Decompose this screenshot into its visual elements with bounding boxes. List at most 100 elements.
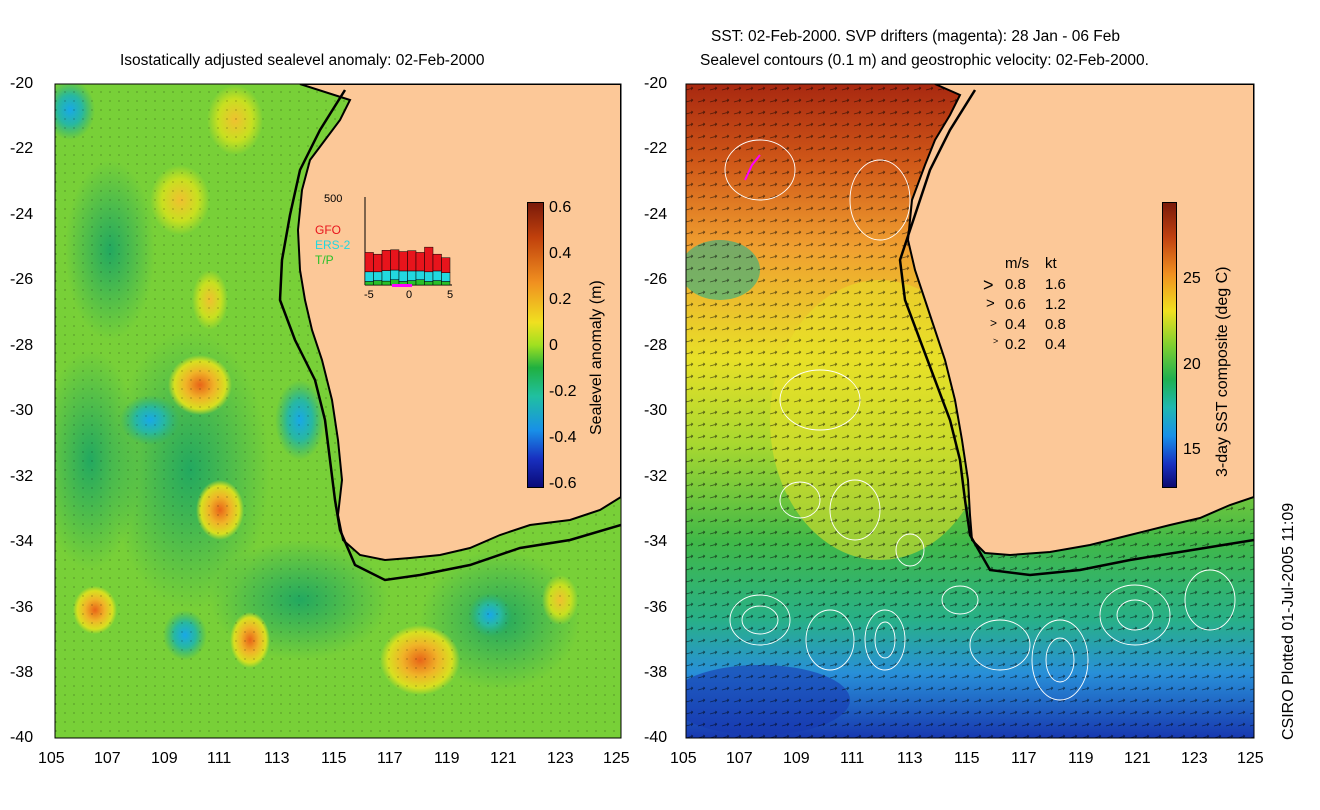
right-map	[685, 83, 1255, 739]
x-tick-label: 121	[1124, 750, 1151, 767]
x-tick-label: 111	[207, 750, 232, 767]
plot-credit: CSIRO Plotted 01-Jul-2005 11:09	[1280, 502, 1297, 740]
y-tick-label: -22	[10, 140, 34, 157]
y-tick-label: -32	[644, 468, 668, 485]
x-tick-label: 123	[1181, 750, 1208, 767]
inset-bar-ers	[390, 269, 400, 280]
colorbar-tick: -0.2	[549, 383, 577, 400]
velocity-arrow-icon: >	[986, 295, 995, 312]
x-tick-label: 117	[377, 750, 403, 767]
inset-legend-ers2: ERS-2	[315, 238, 351, 252]
velocity-legend-kt: 0.8	[1045, 316, 1066, 333]
inset-bar-ers	[415, 270, 425, 280]
colorbar-tick: 25	[1183, 270, 1201, 287]
inset-bar-tp	[364, 281, 374, 286]
inset-bar-tp	[432, 280, 442, 286]
drifter-window-marker	[392, 284, 412, 287]
inset-bar-ers	[407, 270, 417, 281]
colorbar-tick: -0.4	[549, 429, 577, 446]
x-tick-label: 109	[783, 750, 810, 767]
y-tick-label: -40	[10, 729, 34, 746]
inset-bar-gfo	[398, 251, 408, 272]
y-tick-label: -30	[644, 402, 668, 419]
y-tick-label: -40	[644, 729, 668, 746]
inset-bar-ers	[424, 271, 434, 282]
inset-y-max: 500	[324, 193, 342, 205]
y-tick-label: -36	[10, 599, 34, 616]
velocity-arrow-icon: >	[993, 336, 999, 346]
y-tick-label: -26	[644, 271, 668, 288]
x-tick-label: 107	[726, 750, 753, 767]
x-tick-label: 121	[490, 750, 517, 767]
sst-colorbar-label: 3-day SST composite (deg C)	[1214, 266, 1231, 477]
inset-bar-gfo	[390, 249, 400, 271]
inset-x-tick: -5	[364, 289, 374, 301]
inset-bar-tp	[415, 279, 425, 286]
colorbar-tick: 0.6	[549, 199, 572, 216]
inset-bar-gfo	[364, 252, 374, 273]
sealevel-colorbar	[527, 202, 544, 488]
colorbar-tick: -0.6	[549, 475, 577, 492]
velocity-legend-header-ms: m/s	[1005, 255, 1030, 272]
inset-bar-tp	[424, 281, 434, 286]
left-map-title: Isostatically adjusted sealevel anomaly:…	[120, 52, 485, 69]
velocity-arrow-icon: >	[983, 275, 994, 295]
shelf-contour	[278, 89, 621, 582]
shelf-contour	[898, 89, 1254, 577]
inset-bar-gfo	[415, 252, 425, 272]
x-tick-label: 113	[897, 750, 923, 767]
inset-bar-tp	[441, 281, 451, 286]
velocity-legend-header-kt: kt	[1045, 255, 1057, 272]
inset-bar-gfo	[373, 253, 383, 273]
velocity-legend-kt: 1.6	[1045, 276, 1066, 293]
x-tick-label: 125	[603, 750, 630, 767]
x-tick-label: 115	[954, 750, 980, 767]
y-tick-label: -24	[644, 206, 668, 223]
inset-legend-gfo: GFO	[315, 223, 341, 237]
colorbar-tick: 0.4	[549, 245, 572, 262]
x-tick-label: 105	[670, 750, 697, 767]
x-tick-label: 107	[94, 750, 121, 767]
inset-bar-gfo	[432, 253, 442, 272]
x-tick-label: 109	[151, 750, 178, 767]
velocity-legend-ms: 0.4	[1005, 316, 1026, 333]
velocity-legend-ms: 0.2	[1005, 336, 1026, 353]
velocity-arrow-icon: >	[990, 316, 998, 330]
sst-colorbar	[1162, 202, 1177, 488]
y-tick-label: -24	[10, 206, 34, 223]
sealevel-contours	[724, 139, 1236, 701]
velocity-legend-kt: 1.2	[1045, 296, 1066, 313]
inset-bar-ers	[398, 270, 408, 282]
y-tick-label: -34	[644, 533, 668, 550]
inset-bar-ers	[441, 272, 451, 282]
x-tick-label: 125	[1237, 750, 1264, 767]
inset-bar-ers	[381, 270, 391, 282]
right-map-title-line2: Sealevel contours (0.1 m) and geostrophi…	[700, 52, 1149, 69]
x-tick-label: 113	[264, 750, 290, 767]
y-tick-label: -28	[10, 337, 34, 354]
velocity-legend-ms: 0.8	[1005, 276, 1026, 293]
y-tick-label: -26	[10, 271, 34, 288]
inset-bar-gfo	[441, 257, 451, 273]
inset-x-tick: 0	[406, 289, 412, 301]
inset-bar-gfo	[407, 250, 417, 272]
inset-bar-gfo	[381, 250, 391, 271]
x-tick-label: 117	[1011, 750, 1037, 767]
inset-bar-ers	[432, 270, 442, 281]
inset-legend-tp: T/P	[315, 253, 334, 267]
y-tick-label: -30	[10, 402, 34, 419]
x-tick-label: 119	[434, 750, 460, 767]
x-tick-label: 119	[1068, 750, 1094, 767]
y-tick-label: -38	[644, 664, 668, 681]
y-tick-label: -38	[10, 664, 34, 681]
right-map-title-line1: SST: 02-Feb-2000. SVP drifters (magenta)…	[711, 28, 1120, 45]
y-tick-label: -34	[10, 533, 34, 550]
x-tick-label: 111	[840, 750, 865, 767]
x-tick-label: 123	[547, 750, 574, 767]
y-tick-label: -36	[644, 599, 668, 616]
inset-bar-tp	[373, 280, 383, 286]
y-tick-label: -20	[644, 75, 668, 92]
satellite-coverage-inset: 500 GFO ERS-2 T/P -5 0 5	[315, 193, 453, 301]
inset-bar-tp	[381, 280, 391, 286]
x-tick-label: 115	[321, 750, 347, 767]
